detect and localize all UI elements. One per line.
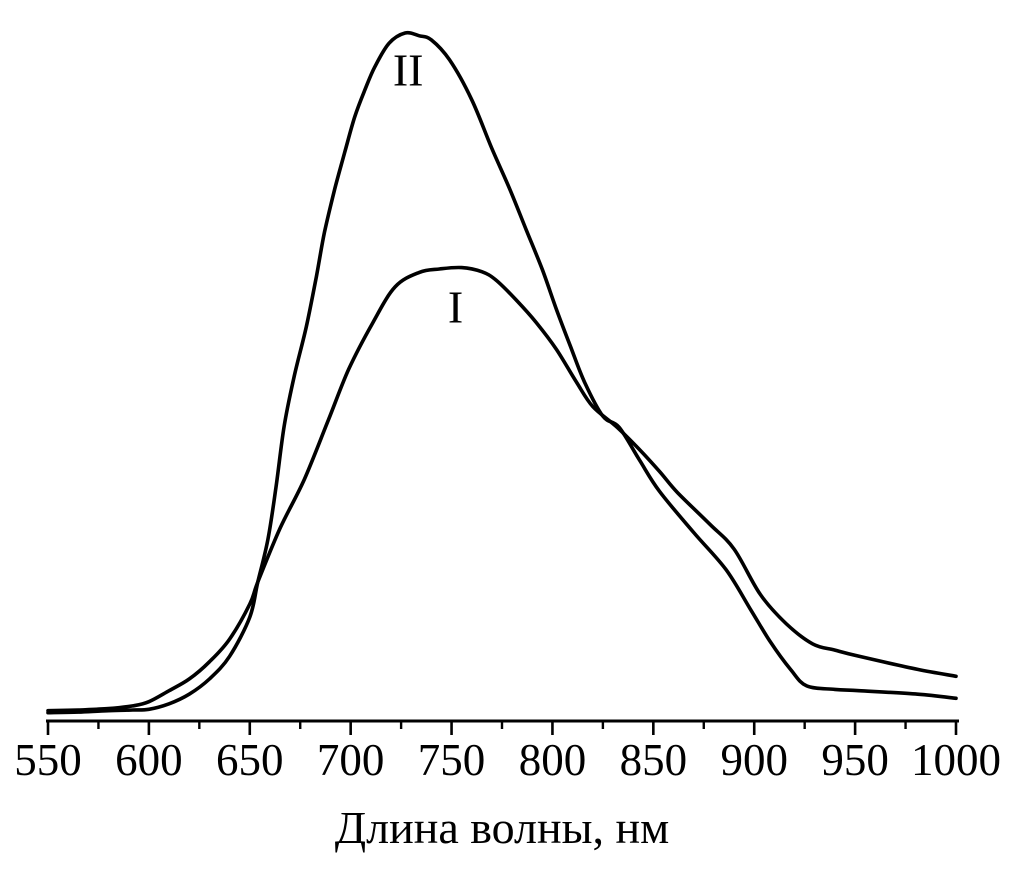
x-axis-title: Длина волны, нм bbox=[335, 802, 670, 853]
x-axis: 550 600 650 700 750 800 850 900 950 1000 bbox=[14, 719, 1001, 785]
x-tick-label: 850 bbox=[620, 735, 688, 785]
x-tick-label: 650 bbox=[216, 735, 284, 785]
x-tick-label: 800 bbox=[519, 735, 587, 785]
curve-II bbox=[46, 30, 958, 715]
x-tick-label: 700 bbox=[317, 735, 385, 785]
curve-labels-layer: III bbox=[393, 45, 463, 333]
x-tick-label: 1000 bbox=[911, 735, 1001, 785]
curve-label-II: II bbox=[393, 45, 424, 96]
x-tick-label: 750 bbox=[418, 735, 486, 785]
x-tick-label: 550 bbox=[14, 735, 82, 785]
x-tick-label: 950 bbox=[821, 735, 889, 785]
curve-I bbox=[46, 265, 958, 713]
x-tick-label: 900 bbox=[720, 735, 788, 785]
x-tick-label: 600 bbox=[115, 735, 183, 785]
curves-layer bbox=[46, 30, 958, 715]
curve-label-I: I bbox=[448, 281, 463, 332]
